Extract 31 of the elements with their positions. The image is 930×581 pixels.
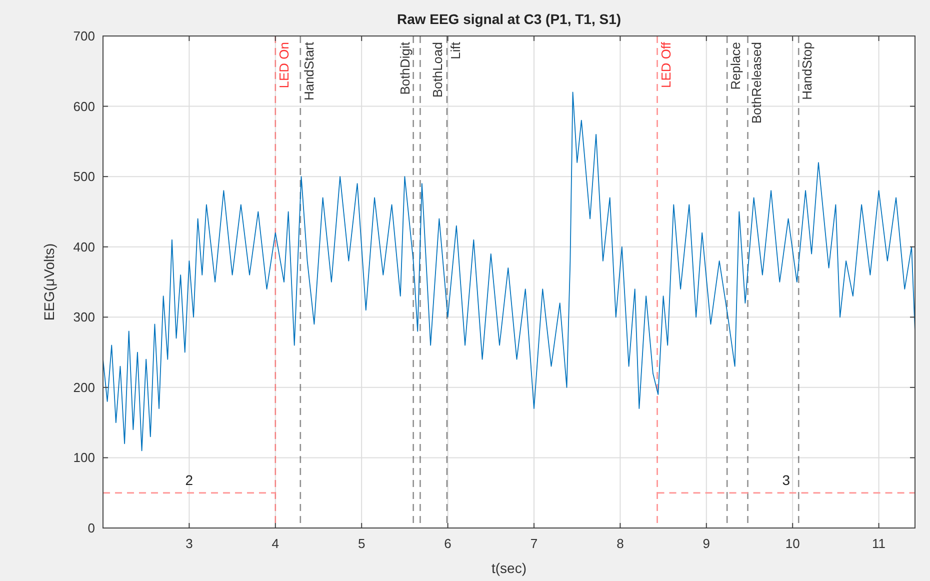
x-tick-label: 7 (530, 536, 538, 551)
ref-line-label: LED On (276, 42, 292, 88)
ref-line-label: HandStop (800, 42, 815, 100)
y-tick-label: 200 (73, 380, 95, 395)
x-tick-label: 8 (616, 536, 624, 551)
x-tick-label: 3 (186, 536, 193, 551)
x-tick-label: 6 (444, 536, 452, 551)
y-tick-label: 100 (73, 450, 95, 466)
ref-line-label: BothLoad (430, 42, 446, 98)
y-tick-label: 300 (73, 310, 95, 325)
y-tick-label: 700 (73, 28, 95, 44)
ref-line-label: BothReleased (748, 42, 764, 124)
x-tick-label: 9 (702, 536, 710, 551)
x-tick-label: 11 (872, 536, 886, 551)
x-tick-label: 5 (358, 536, 366, 551)
x-tick-label: 4 (272, 536, 280, 551)
x-axis-title: t(sec) (492, 560, 526, 576)
x-tick-label: 10 (785, 536, 800, 551)
ref-line-label: HandStart (301, 42, 316, 101)
ref-line-label: LED Off (658, 42, 674, 88)
ref-line-label: Replace (728, 42, 744, 90)
y-tick-label: 500 (73, 169, 95, 184)
series-label: 3 (782, 472, 790, 488)
y-tick-label: 0 (88, 520, 95, 536)
y-axis-title: EEG(μVolts) (41, 243, 57, 321)
series-label: 2 (185, 472, 194, 488)
y-tick-label: 600 (73, 98, 95, 114)
ref-line-label: Lift (448, 42, 463, 60)
y-tick-label: 400 (73, 239, 95, 254)
chart-title: Raw EEG signal at C3 (P1, T1, S1) (396, 11, 622, 27)
ref-line-label: BothDigit (397, 42, 412, 95)
